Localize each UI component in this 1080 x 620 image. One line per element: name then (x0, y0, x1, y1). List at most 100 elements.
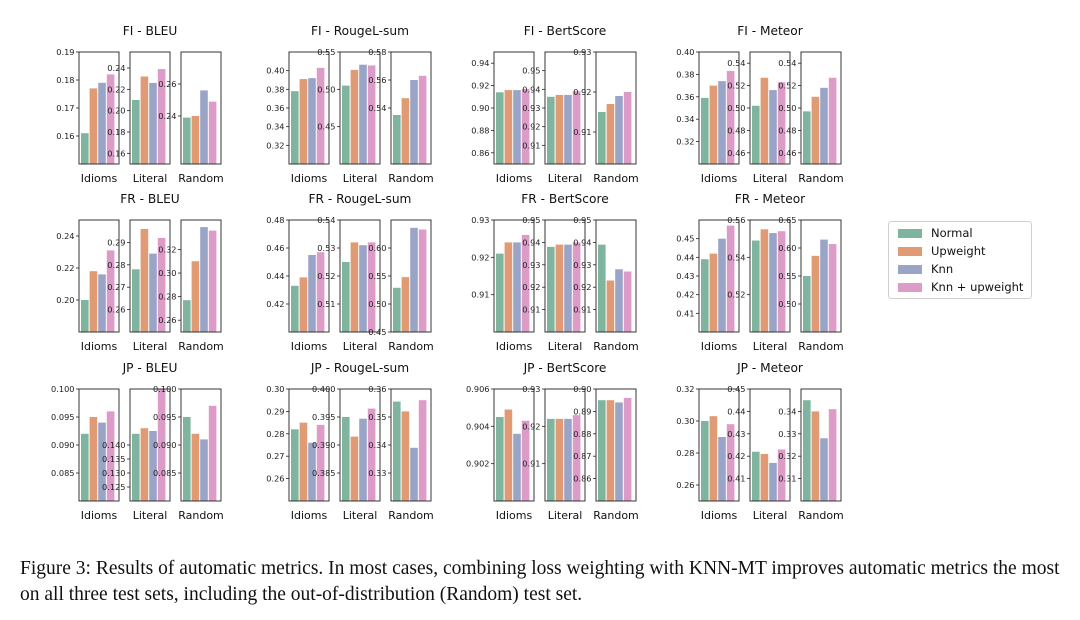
y-tick-label-fr-meteor-idioms-3: 0.44 (676, 252, 694, 262)
y-tick-label-fr-bleu-literal-3: 0.29 (107, 237, 125, 247)
bar-fr-bleu-literal-upweight (140, 228, 149, 332)
bar-fr-rougel-sum-random-normal (393, 287, 401, 332)
y-tick-label-jp-meteor-random-1: 0.32 (778, 451, 796, 461)
bar-fi-rougel-sum-random-upweight (401, 98, 410, 164)
bar-jp-meteor-idioms-upweight (709, 416, 718, 501)
y-tick-label-fi-bleu-idioms-0: 0.16 (56, 131, 74, 141)
bar-jp-rougel-sum-literal-knn (359, 418, 367, 501)
y-tick-label-fr-bleu-random-3: 0.32 (158, 244, 176, 254)
y-tick-label-fi-meteor-literal-0: 0.46 (727, 148, 745, 158)
y-tick-label-jp-bertscore-random-3: 0.89 (573, 406, 591, 416)
y-tick-label-fr-meteor-idioms-0: 0.41 (676, 308, 694, 318)
y-tick-label-fi-rougel-sum-idioms-1: 0.34 (266, 122, 284, 132)
y-tick-label-fr-meteor-random-3: 0.65 (778, 215, 796, 225)
bar-jp-bertscore-random-knn-upweight (623, 397, 632, 501)
bar-fi-meteor-idioms-upweight (709, 85, 718, 164)
y-tick-label-fr-bertscore-literal-1: 0.92 (522, 282, 540, 292)
bar-fi-bleu-idioms-normal (81, 133, 89, 164)
bar-jp-meteor-idioms-knn (718, 437, 726, 501)
y-tick-label-fi-rougel-sum-idioms-0: 0.32 (266, 140, 284, 150)
x-label-jp-rougel-sum-literal: Literal (343, 509, 378, 522)
y-tick-label-fr-bertscore-random-2: 0.93 (573, 260, 591, 270)
y-tick-label-fi-rougel-sum-random-2: 0.58 (368, 47, 386, 57)
bar-fi-rougel-sum-literal-knn-upweight (367, 65, 376, 164)
y-tick-label-fi-meteor-literal-4: 0.54 (727, 58, 745, 68)
y-tick-label-jp-bleu-random-3: 0.100 (153, 384, 176, 394)
y-tick-label-jp-rougel-sum-literal-3: 0.400 (312, 384, 335, 394)
legend-label-upweight: Upweight (931, 244, 986, 258)
bar-fi-rougel-sum-literal-upweight (350, 69, 359, 164)
y-tick-label-jp-meteor-idioms-0: 0.26 (676, 480, 694, 490)
bar-fr-bleu-idioms-normal (81, 300, 89, 332)
axes-frame-jp-bertscore-literal (544, 388, 586, 502)
bar-fr-meteor-literal-knn (769, 233, 777, 332)
bar-fi-meteor-idioms-normal (701, 97, 709, 164)
axes-frame-fi-meteor-idioms (698, 51, 740, 165)
y-tick-label-fr-bertscore-idioms-0: 0.91 (471, 290, 489, 300)
bar-fi-bertscore-idioms-normal (496, 92, 504, 164)
bar-fi-bleu-random-upweight (191, 116, 200, 164)
y-tick-label-fr-rougel-sum-literal-1: 0.52 (317, 271, 335, 281)
bar-jp-rougel-sum-random-normal (393, 401, 401, 501)
y-tick-label-jp-bertscore-random-2: 0.88 (573, 429, 591, 439)
axes-frame-fr-bertscore-random (595, 219, 637, 333)
x-label-fi-rougel-sum-random: Random (388, 172, 434, 185)
bar-jp-rougel-sum-literal-upweight (350, 436, 359, 501)
y-tick-label-fr-bleu-idioms-1: 0.22 (56, 263, 74, 273)
bar-fi-bleu-random-knn (200, 90, 208, 164)
y-tick-label-jp-bertscore-literal-0: 0.91 (522, 459, 540, 469)
panel-title-fr-rougel-sum: FR - RougeL-sum (309, 192, 412, 206)
y-tick-label-jp-meteor-literal-4: 0.45 (727, 384, 745, 394)
x-label-jp-bertscore-idioms: Idioms (496, 509, 533, 522)
metrics-figure: FI - BLEU 0.16 0.17 0.18 0.19 Idioms 0.16 0.18 0… (51, 24, 844, 522)
y-tick-label-fr-rougel-sum-literal-0: 0.51 (317, 299, 335, 309)
axes-frame-jp-bertscore-idioms (493, 388, 535, 502)
y-tick-label-jp-bertscore-random-1: 0.87 (573, 451, 591, 461)
bar-fi-bertscore-random-knn (615, 96, 623, 164)
bar-fr-bertscore-idioms-knn (513, 242, 521, 332)
y-tick-label-jp-rougel-sum-literal-0: 0.385 (312, 468, 335, 478)
y-tick-label-fr-meteor-idioms-4: 0.45 (676, 234, 694, 244)
x-label-jp-bleu-idioms: Idioms (81, 509, 118, 522)
bar-fr-rougel-sum-random-knn (410, 227, 418, 332)
x-label-jp-rougel-sum-random: Random (388, 509, 434, 522)
y-tick-label-fr-bertscore-literal-3: 0.94 (522, 237, 540, 247)
bar-fi-rougel-sum-random-knn (410, 80, 418, 164)
y-tick-label-fr-bertscore-literal-0: 0.91 (522, 305, 540, 315)
y-tick-label-fr-rougel-sum-idioms-1: 0.44 (266, 271, 284, 281)
bar-jp-meteor-literal-knn (769, 462, 777, 501)
x-label-fi-bleu-literal: Literal (133, 172, 168, 185)
y-tick-label-fr-rougel-sum-idioms-0: 0.42 (266, 299, 284, 309)
y-tick-label-fr-rougel-sum-random-2: 0.55 (368, 271, 386, 281)
y-tick-label-fr-bertscore-literal-2: 0.93 (522, 260, 540, 270)
bar-jp-rougel-sum-idioms-normal (291, 429, 299, 501)
x-label-fr-bleu-random: Random (178, 340, 224, 353)
bar-fr-bleu-random-knn-upweight (208, 230, 217, 332)
bar-fr-rougel-sum-idioms-knn-upweight (316, 252, 325, 332)
y-tick-label-fr-bertscore-random-3: 0.94 (573, 237, 591, 247)
legend-swatch-knn (898, 264, 922, 274)
bar-fr-bleu-literal-knn-upweight (157, 237, 166, 332)
bar-fr-bertscore-random-normal (598, 244, 606, 332)
x-label-fr-meteor-random: Random (798, 340, 844, 353)
y-tick-label-fr-bertscore-idioms-2: 0.93 (471, 215, 489, 225)
x-label-jp-bertscore-random: Random (593, 509, 639, 522)
bar-fr-bertscore-idioms-knn-upweight (521, 234, 530, 332)
bar-fi-bertscore-idioms-upweight (504, 90, 513, 164)
x-label-fi-meteor-literal: Literal (753, 172, 788, 185)
bar-fi-rougel-sum-literal-knn (359, 64, 367, 164)
bar-jp-meteor-literal-normal (752, 451, 760, 501)
bar-fr-bleu-random-normal (183, 300, 191, 332)
y-tick-label-fi-rougel-sum-idioms-2: 0.36 (266, 103, 284, 113)
bar-fr-bertscore-random-upweight (606, 280, 615, 332)
y-tick-label-jp-rougel-sum-literal-2: 0.395 (312, 412, 335, 422)
bar-fi-meteor-random-knn-upweight (828, 77, 837, 164)
axes-frame-fr-bleu-idioms (78, 219, 120, 333)
legend-label-knn: Knn (931, 262, 954, 276)
x-label-fi-meteor-random: Random (798, 172, 844, 185)
bar-fi-bertscore-literal-upweight (555, 94, 564, 164)
panel-title-fi-bertscore: FI - BertScore (524, 24, 607, 38)
legend-swatch-knn-upweight (898, 282, 922, 292)
x-label-jp-bleu-literal: Literal (133, 509, 168, 522)
x-label-jp-meteor-idioms: Idioms (701, 509, 738, 522)
